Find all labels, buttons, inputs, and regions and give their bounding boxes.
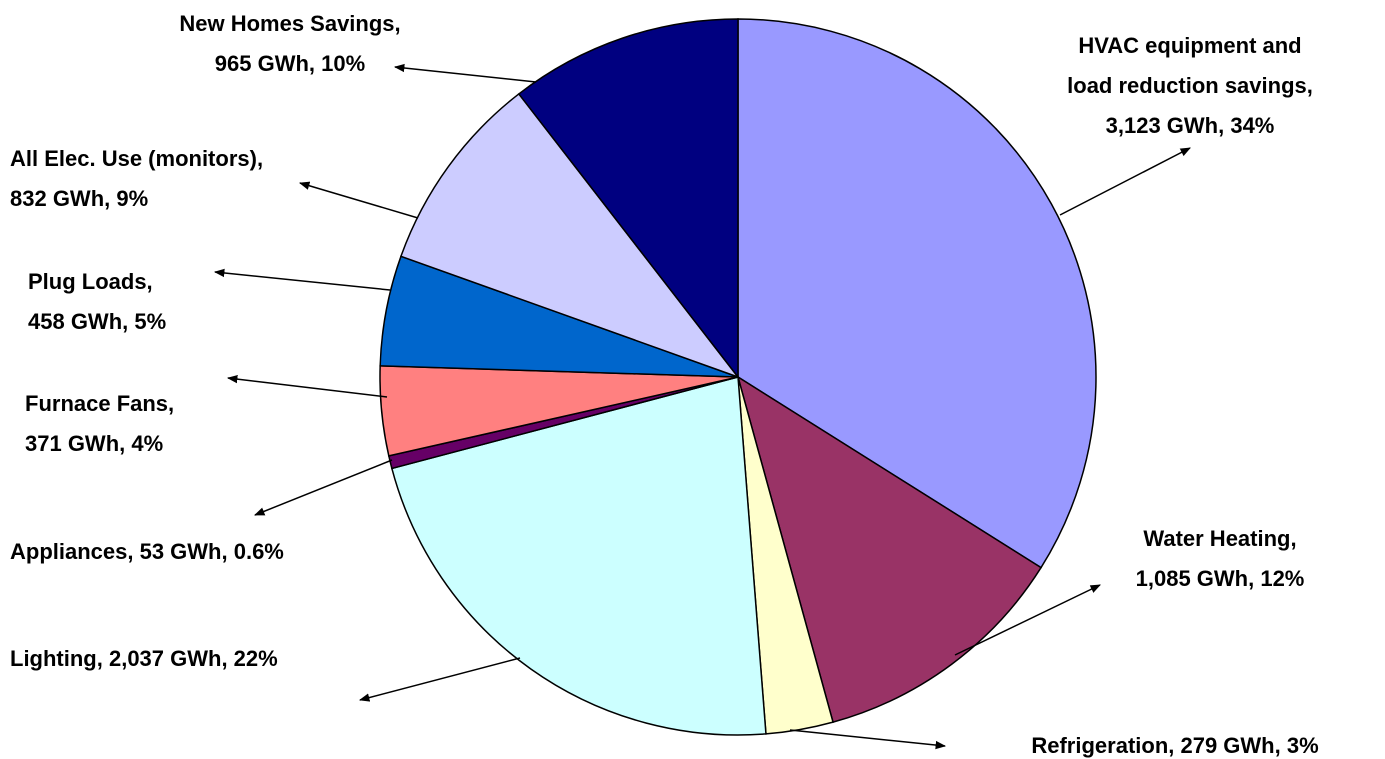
slice-label: load reduction savings, — [1067, 73, 1313, 98]
slice-label: 1,085 GWh, 12% — [1136, 566, 1305, 591]
leader-line — [789, 729, 947, 750]
pie-slice — [517, 18, 739, 380]
slice-label: Plug Loads, — [28, 269, 153, 294]
slice-label: Appliances, 53 GWh, 0.6% — [10, 539, 284, 564]
leader-line — [226, 374, 388, 398]
leader-line — [1059, 147, 1191, 216]
slice-label: New Homes Savings, — [179, 11, 400, 36]
leader-line — [358, 657, 521, 702]
slice-label: Refrigeration, 279 GWh, 3% — [1031, 733, 1318, 758]
slice-label: All Elec. Use (monitors), — [10, 146, 263, 171]
slice-label: 458 GWh, 5% — [28, 309, 166, 334]
slice-label: Furnace Fans, — [25, 391, 174, 416]
leader-line — [298, 181, 419, 219]
leader-line — [213, 268, 391, 291]
slice-label: 3,123 GWh, 34% — [1106, 113, 1275, 138]
pie-slice — [390, 376, 767, 736]
slice-label: Lighting, 2,037 GWh, 22% — [10, 646, 278, 671]
leader-line — [954, 584, 1101, 656]
slice-label: 965 GWh, 10% — [215, 51, 365, 76]
slice-label: HVAC equipment and — [1078, 33, 1301, 58]
slice-label: 832 GWh, 9% — [10, 186, 148, 211]
pie-slice — [736, 375, 1043, 724]
slice-label: Water Heating, — [1143, 526, 1296, 551]
pie-slice — [737, 18, 1097, 569]
leader-line — [254, 459, 393, 516]
slice-label: 371 GWh, 4% — [25, 431, 163, 456]
pie-slice — [400, 92, 741, 379]
leader-line — [393, 63, 537, 83]
